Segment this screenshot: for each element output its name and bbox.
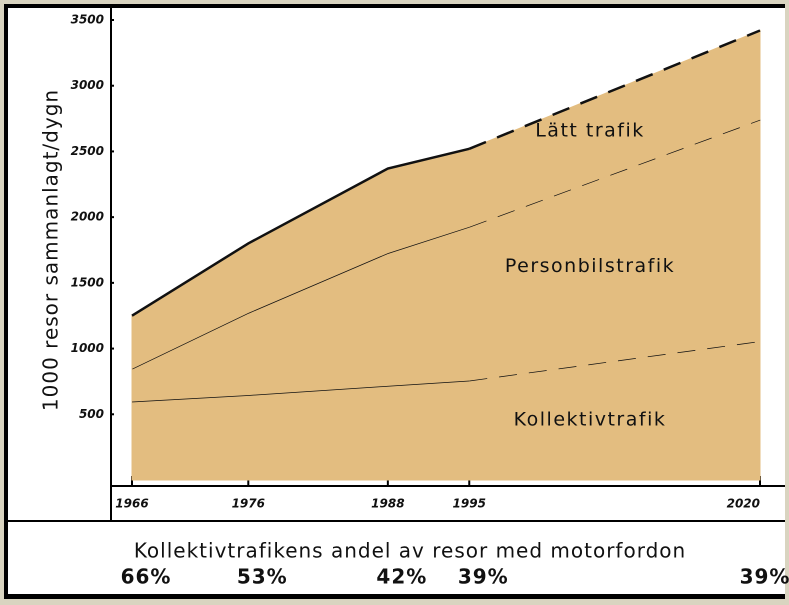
share-value: 39% (458, 565, 509, 589)
boundary-line (131, 147, 470, 317)
series-label: Kollektivtrafik (514, 409, 667, 431)
x-tick-label: 1976 (232, 497, 265, 511)
y-tick-label: 1000 (71, 341, 104, 355)
x-tick-label: 1988 (371, 497, 404, 511)
share-value: 53% (237, 565, 288, 589)
y-axis-label: 1000 resor sammanlagt/dygn (39, 89, 63, 411)
share-value: 42% (376, 565, 427, 589)
y-tick-label: 2500 (71, 144, 104, 158)
share-panel (8, 522, 785, 594)
x-tick-label: 1995 (453, 497, 486, 511)
y-tick-label: 1500 (71, 275, 104, 289)
y-tick-label: 500 (79, 407, 104, 421)
y-tick-label: 2000 (71, 210, 104, 224)
x-tick-label: 1966 (115, 497, 148, 511)
x-tick-label: 2020 (727, 497, 760, 511)
series-label: Lätt trafik (535, 120, 645, 142)
share-label: Kollektivtrafikens andel av resor med mo… (134, 539, 686, 563)
share-value: 39% (740, 565, 789, 589)
series-label: Personbilstrafik (505, 255, 675, 277)
share-value: 66% (121, 565, 172, 589)
y-axis-panel (8, 8, 110, 520)
y-tick-label: 3500 (71, 13, 104, 27)
y-tick-label: 3000 (71, 78, 104, 92)
forecast-line (468, 29, 761, 150)
